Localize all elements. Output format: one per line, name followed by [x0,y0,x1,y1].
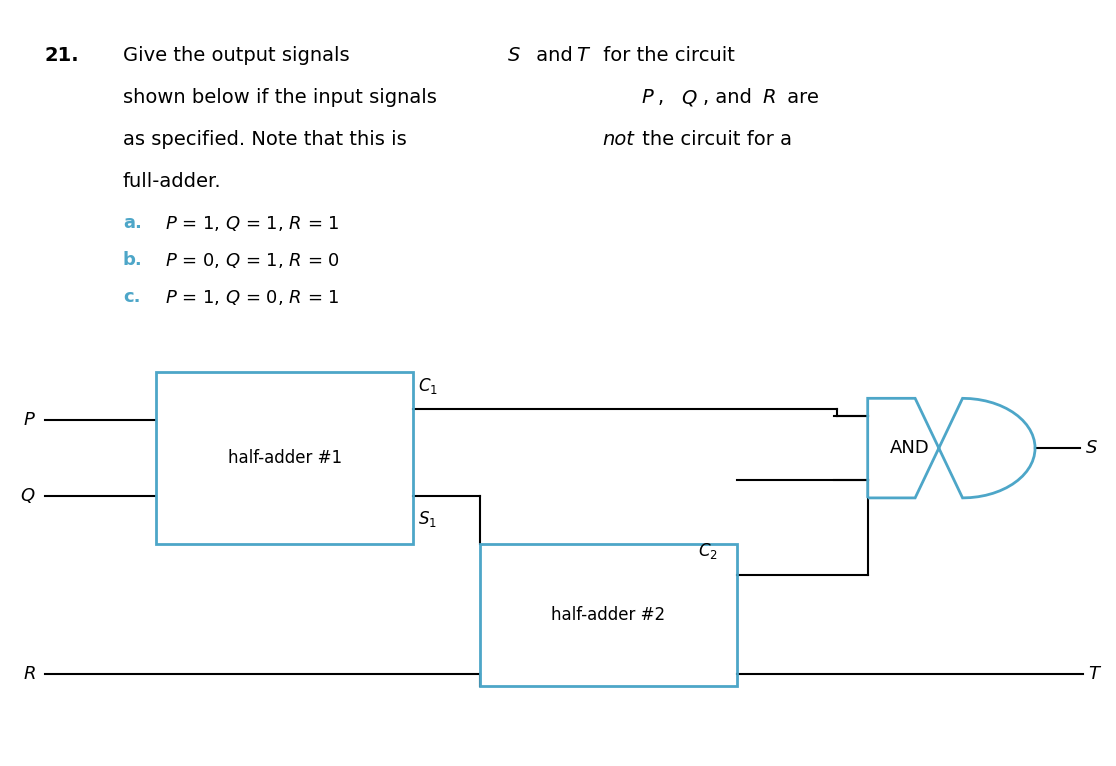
Text: half-adder #1: half-adder #1 [228,449,341,466]
Text: $P$ = 1, $Q$ = 0, $R$ = 1: $P$ = 1, $Q$ = 0, $R$ = 1 [165,288,339,307]
Text: as specified. Note that this is: as specified. Note that this is [123,130,413,149]
Text: $Q$: $Q$ [20,486,36,505]
Text: P: P [642,88,654,107]
Text: Give the output signals: Give the output signals [123,46,356,65]
Text: $S_1$: $S_1$ [418,509,437,529]
Text: , and: , and [703,88,758,107]
Text: the circuit for a: the circuit for a [636,130,792,149]
Text: are: are [781,88,819,107]
Text: for the circuit: for the circuit [597,46,735,65]
Text: $P$ = 1, $Q$ = 1, $R$ = 1: $P$ = 1, $Q$ = 1, $R$ = 1 [165,214,339,234]
Text: c.: c. [123,288,141,306]
Text: S: S [508,46,520,65]
Text: ,: , [658,88,671,107]
Text: a.: a. [123,214,142,232]
Text: b.: b. [123,251,143,269]
Text: T: T [576,46,588,65]
Text: $P$ = 0, $Q$ = 1, $R$ = 0: $P$ = 0, $Q$ = 1, $R$ = 0 [165,251,340,270]
Text: shown below if the input signals: shown below if the input signals [123,88,443,107]
Text: 21.: 21. [45,46,79,65]
Text: full-adder.: full-adder. [123,172,221,192]
Text: and: and [530,46,579,65]
Text: $R$: $R$ [23,665,36,683]
Text: $C_1$: $C_1$ [418,375,439,395]
Text: R: R [762,88,776,107]
Text: $T$: $T$ [1088,665,1103,683]
Text: $S$: $S$ [1085,439,1098,457]
Text: $C_2$: $C_2$ [698,542,718,561]
Text: half-adder #2: half-adder #2 [551,606,665,624]
Text: AND: AND [889,439,930,457]
Text: not: not [603,130,635,149]
Text: Q: Q [681,88,696,107]
Text: $P$: $P$ [23,411,36,429]
